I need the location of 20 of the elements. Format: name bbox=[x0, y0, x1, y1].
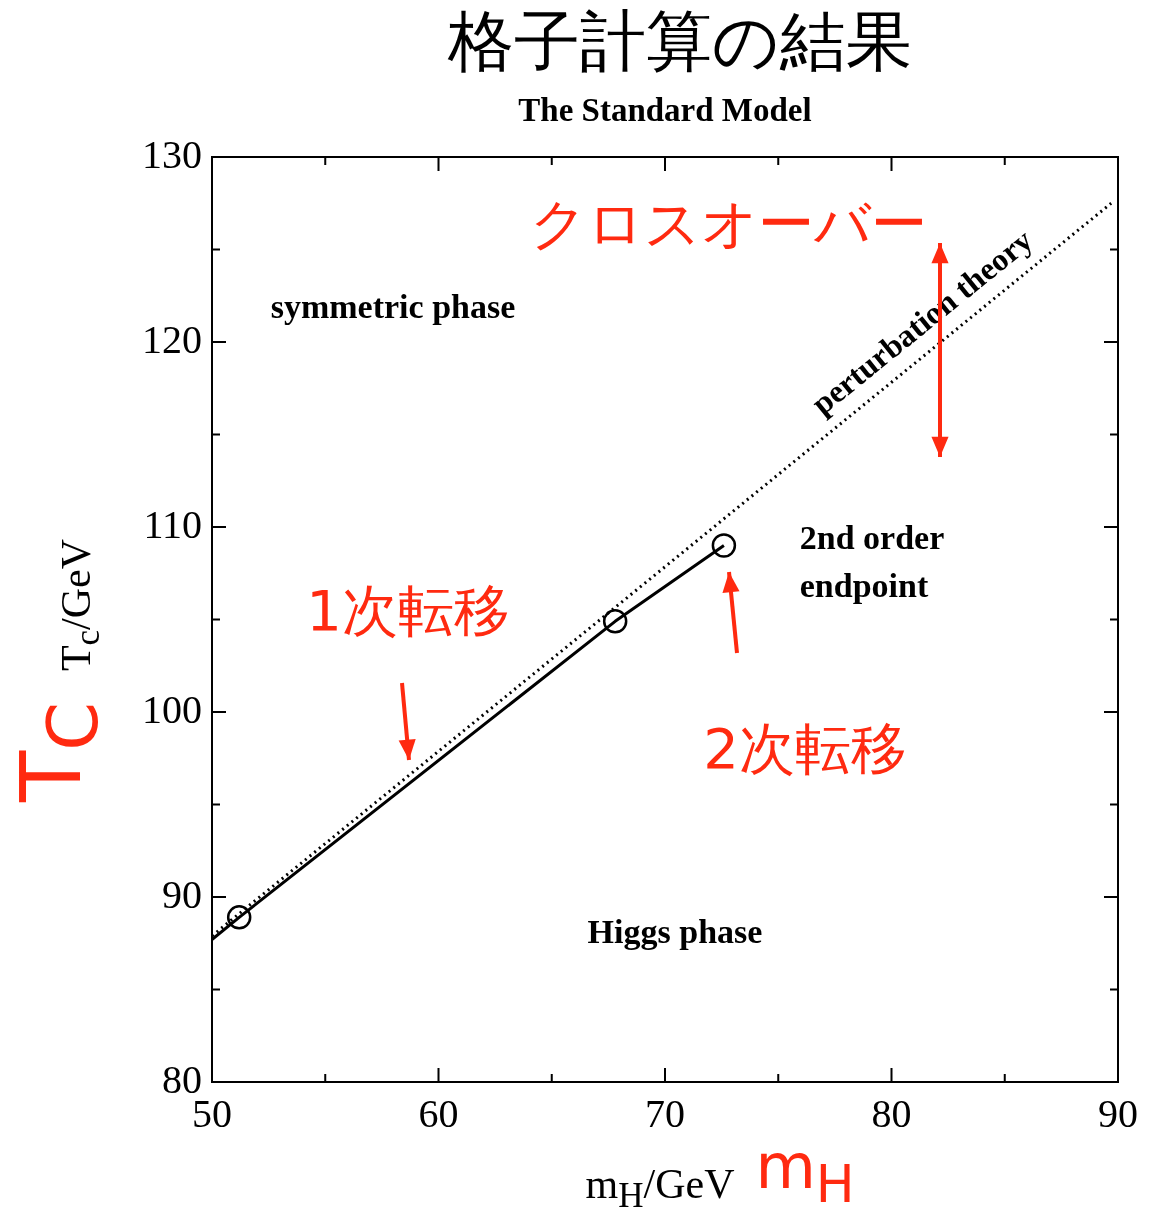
y-tick-label: 110 bbox=[143, 501, 202, 547]
annotation: 1次転移 bbox=[306, 577, 510, 645]
x-axis-title: m$_{H}$/GeV bbox=[585, 1159, 735, 1215]
annotation: クロスオーバー bbox=[529, 190, 927, 258]
x-tick-label: 90 bbox=[1098, 1090, 1138, 1136]
y-tick-label: 120 bbox=[142, 316, 202, 362]
x-tick-label: 70 bbox=[645, 1090, 685, 1136]
y-tick-label: 130 bbox=[142, 131, 202, 177]
x-tick-label: 80 bbox=[871, 1090, 912, 1136]
chart-subtitle: The Standard Model bbox=[518, 91, 812, 129]
y-tick-label: 90 bbox=[162, 871, 202, 917]
text: m$_{H}$ bbox=[755, 1130, 855, 1214]
point bbox=[711, 533, 737, 558]
annotation: 2次転移 bbox=[703, 715, 907, 783]
annotation: symmetric phase bbox=[270, 288, 516, 326]
annotation: Higgs phase bbox=[587, 913, 763, 951]
annotation: 2nd order endpoint bbox=[799, 518, 945, 606]
chart-title: 格子計算の結果 bbox=[448, 2, 912, 82]
y-tick-label: 100 bbox=[142, 686, 202, 732]
x-tick-label: 60 bbox=[418, 1090, 459, 1136]
